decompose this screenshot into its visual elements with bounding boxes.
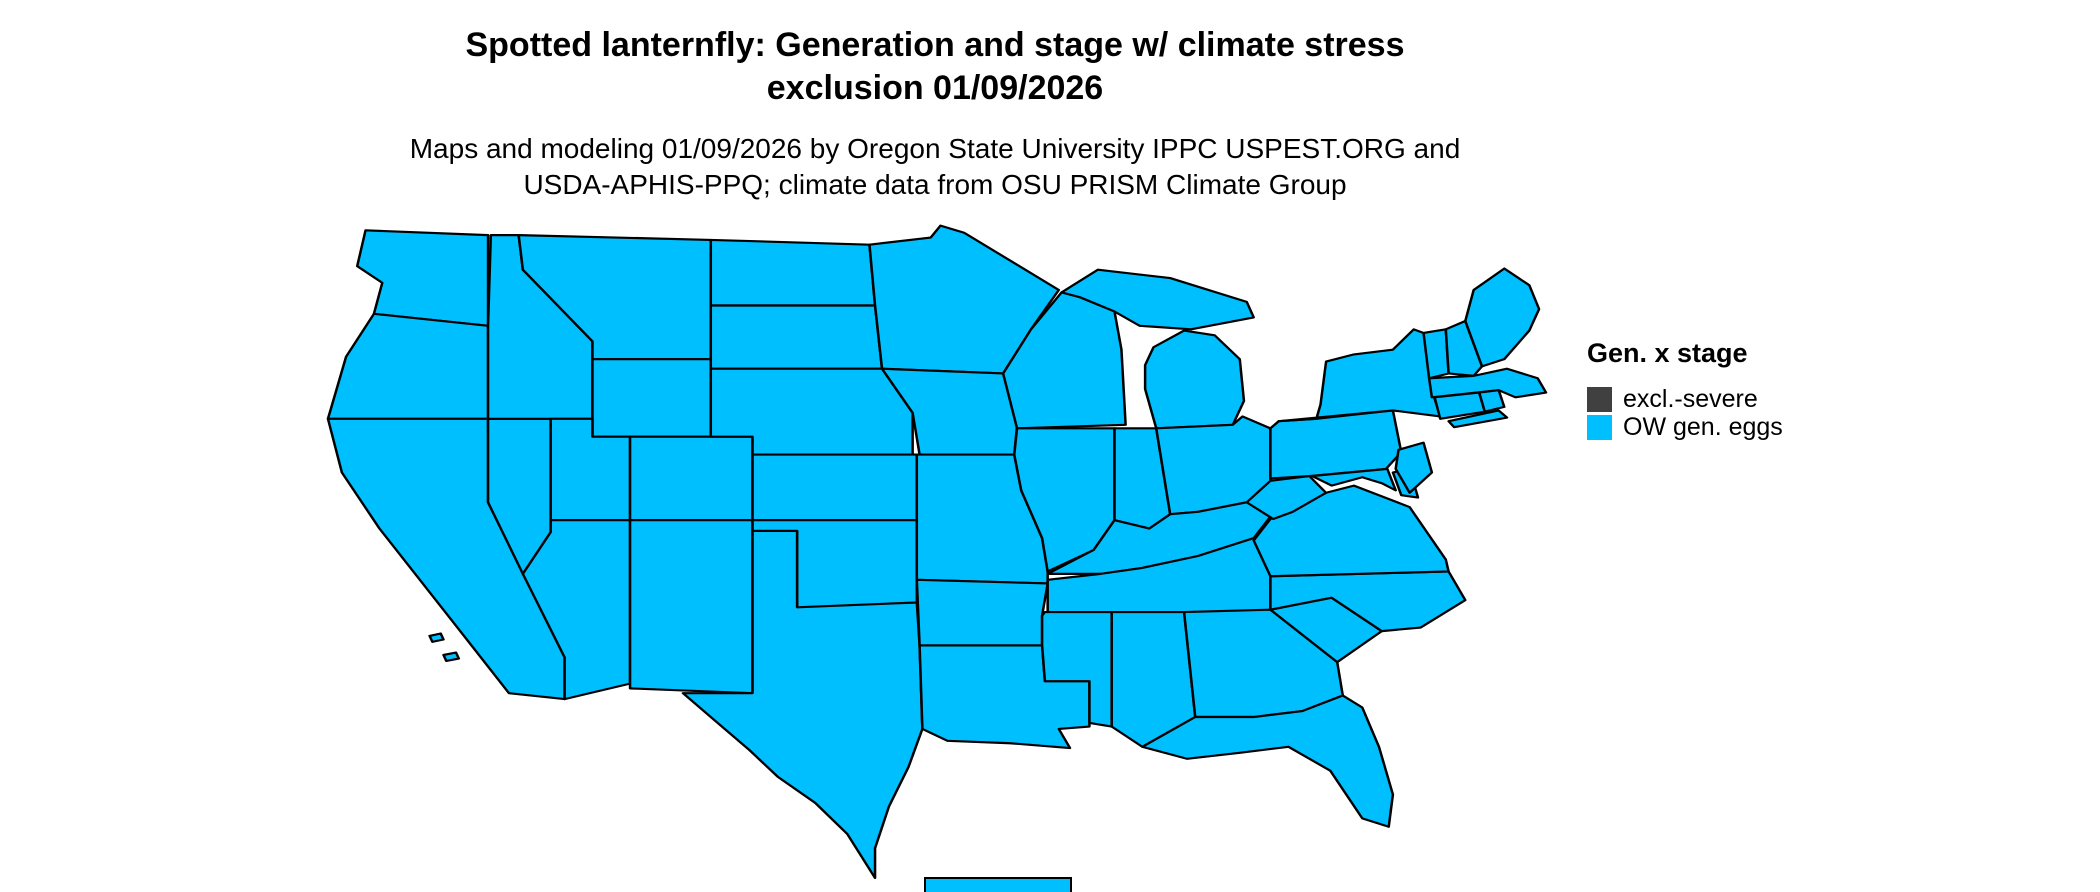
- state-north-carolina: [1269, 570, 1467, 633]
- legend-swatch-ow-gen-eggs: [1587, 414, 1612, 440]
- inset-map-partial: [924, 877, 1072, 892]
- channel-island-2: [442, 651, 461, 663]
- legend-title: Gen. x stage: [1587, 338, 1748, 368]
- legend-item-excl-severe: excl.-severe: [1587, 385, 1783, 413]
- state-texas: [681, 529, 924, 880]
- title-block: Spotted lanternfly: Generation and stage…: [0, 24, 1870, 204]
- state-michigan: [1143, 329, 1246, 430]
- state-maryland: [1310, 467, 1397, 492]
- channel-island-1: [428, 632, 445, 643]
- state-new-york: [1277, 328, 1445, 423]
- state-new-york-long-island: [1447, 409, 1509, 429]
- subtitle-line-1: Maps and modeling 01/09/2026 by Oregon S…: [409, 133, 1461, 164]
- state-kansas: [751, 453, 919, 522]
- state-colorado: [628, 435, 754, 522]
- title-line-2: exclusion 01/09/2026: [766, 68, 1104, 107]
- state-new-jersey: [1394, 441, 1434, 494]
- state-north-dakota: [709, 238, 877, 307]
- state-oregon: [326, 312, 490, 420]
- state-new-hampshire: [1444, 319, 1484, 377]
- states-group: [326, 224, 1548, 880]
- us-map: [321, 222, 1553, 884]
- state-washington: [355, 229, 490, 327]
- legend-label-excl-severe: excl.-severe: [1623, 384, 1758, 413]
- state-maine: [1464, 267, 1541, 368]
- title-line-1: Spotted lanternfly: Generation and stage…: [465, 26, 1405, 64]
- state-south-dakota: [709, 304, 884, 370]
- legend-item-ow-gen-eggs: OW gen. eggs: [1587, 413, 1783, 441]
- state-new-mexico: [628, 519, 754, 695]
- state-florida: [1141, 694, 1395, 828]
- legend-swatch-excl-severe: [1587, 386, 1612, 412]
- state-rhode-island: [1477, 389, 1506, 413]
- figure-title: Spotted lanternfly: Generation and stage…: [0, 24, 1870, 109]
- legend-label-ow-gen-eggs: OW gen. eggs: [1623, 412, 1783, 441]
- state-minnesota: [868, 224, 1061, 375]
- state-wyoming: [591, 358, 713, 438]
- state-vermont: [1422, 328, 1450, 380]
- state-michigan-upper-peninsula: [1060, 268, 1255, 331]
- us-map-svg: [326, 224, 1548, 880]
- subtitle-line-2: USDA-APHIS-PPQ; climate data from OSU PR…: [523, 169, 1347, 201]
- map-legend: Gen. x stage excl.-severe OW gen. eggs: [1587, 338, 1783, 441]
- figure-subtitle: Maps and modeling 01/09/2026 by Oregon S…: [0, 131, 1870, 204]
- state-west-virginia: [1245, 474, 1328, 521]
- state-arkansas: [915, 578, 1049, 647]
